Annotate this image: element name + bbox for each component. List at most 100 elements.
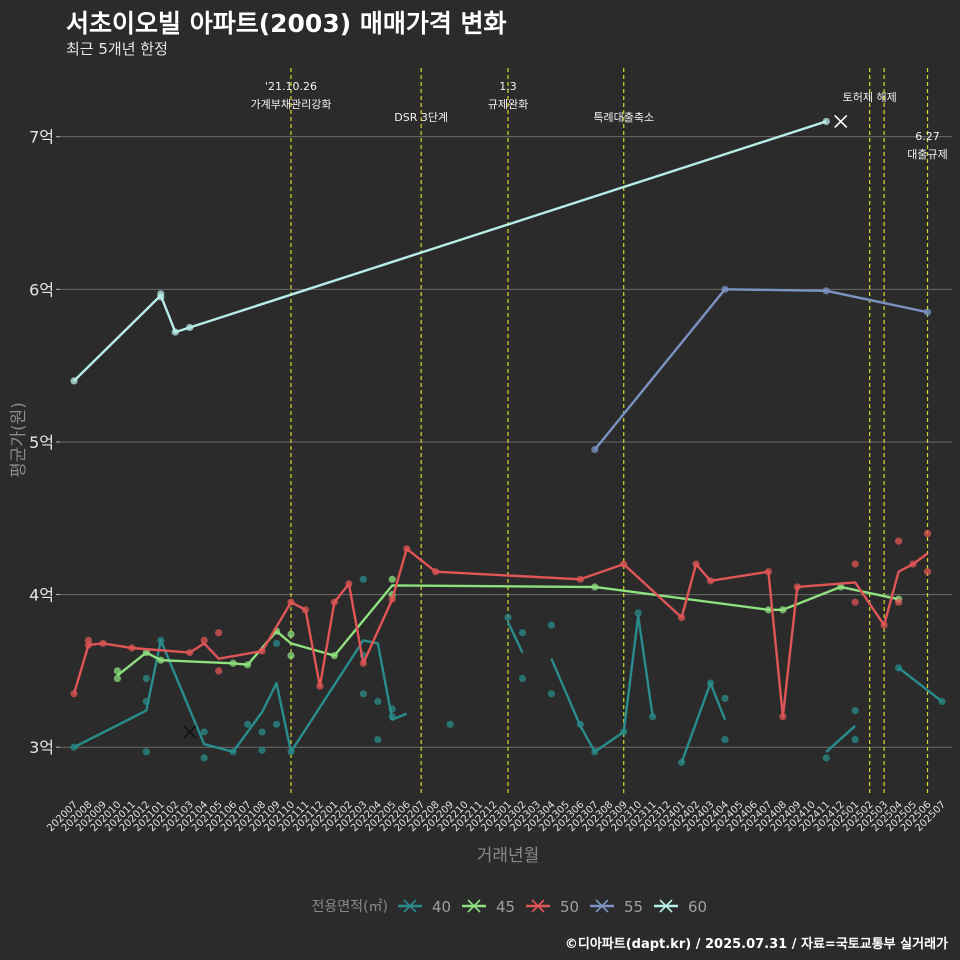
series-line-40 <box>73 639 408 753</box>
data-point-60 <box>822 117 830 126</box>
data-point-50 <box>301 606 310 614</box>
data-point-40 <box>272 720 281 728</box>
grid-layer <box>60 136 952 748</box>
series-layer <box>70 114 946 767</box>
data-point-45 <box>591 583 599 591</box>
data-point-40 <box>229 748 237 756</box>
data-point-50 <box>215 667 223 675</box>
legend-item-55: 55 <box>590 898 643 916</box>
y-axis-label: 평균가(원) <box>9 402 29 478</box>
chart-caption: ©디아파트(dapt.kr) / 2025.07.31 / 자료=국토교통부 실… <box>564 937 948 952</box>
legend-label: 55 <box>624 898 643 916</box>
data-point-40 <box>142 748 150 756</box>
data-point-40 <box>200 754 208 762</box>
axis-layer: 3억4억5억6억7억202007202008202009202010202011… <box>29 128 948 834</box>
legend-item-45: 45 <box>462 898 515 916</box>
data-point-40 <box>244 720 252 728</box>
data-point-45 <box>157 656 165 664</box>
data-point-40 <box>721 694 729 702</box>
legend-swatch-cross <box>403 899 417 913</box>
legend-item-60: 60 <box>654 898 707 916</box>
data-point-50 <box>923 568 932 576</box>
data-point-40 <box>706 679 715 687</box>
data-point-50 <box>128 644 136 652</box>
data-point-50 <box>200 636 208 644</box>
data-point-50 <box>576 575 584 583</box>
legend-layer: 전용면적(㎡) 40 45 50 55 60 <box>312 898 708 916</box>
data-point-50 <box>692 560 700 568</box>
series-line-40 <box>825 724 857 753</box>
series-line-50 <box>72 547 929 718</box>
data-point-50 <box>851 560 859 568</box>
data-point-60 <box>157 293 165 301</box>
y-tick-label: 5억 <box>29 433 54 452</box>
data-point-50 <box>880 621 888 629</box>
series-line-55 <box>593 288 928 451</box>
data-point-45 <box>837 583 845 591</box>
data-point-45 <box>229 659 237 667</box>
data-point-45 <box>287 630 295 638</box>
data-point-50 <box>851 598 859 606</box>
data-point-50 <box>909 560 917 568</box>
data-point-45 <box>330 652 338 660</box>
legend-swatch-cross <box>595 899 609 913</box>
data-point-40 <box>374 697 382 706</box>
event-label: 토허제 해제 <box>843 90 897 104</box>
data-point-50 <box>215 629 223 637</box>
data-point-50 <box>388 595 396 603</box>
event-label: 6.27 <box>915 130 940 143</box>
data-point-55 <box>591 445 599 454</box>
data-point-50 <box>359 659 367 667</box>
data-point-40 <box>547 690 556 698</box>
data-point-40 <box>822 754 830 762</box>
data-point-40 <box>721 735 729 744</box>
data-point-40 <box>678 758 686 767</box>
data-point-40 <box>938 697 946 706</box>
data-point-50 <box>186 648 194 657</box>
legend-label: 50 <box>560 898 579 916</box>
data-point-50 <box>330 598 338 606</box>
data-point-40 <box>446 720 454 728</box>
data-point-60 <box>171 328 179 336</box>
legend-title: 전용면적(㎡) <box>312 899 388 915</box>
data-point-40 <box>895 664 903 672</box>
data-point-40 <box>142 674 150 683</box>
data-point-45 <box>388 575 396 583</box>
data-point-50 <box>84 641 93 649</box>
y-tick-label: 6억 <box>29 280 54 299</box>
series-line-40 <box>680 681 727 763</box>
data-point-40 <box>620 728 628 736</box>
data-point-50 <box>620 560 628 568</box>
data-point-45 <box>764 606 773 614</box>
data-point-40 <box>649 713 657 721</box>
series-line-40 <box>897 666 943 703</box>
data-point-50 <box>706 577 715 585</box>
data-point-50 <box>432 568 440 576</box>
chart-title: 서초이오빌 아파트(2003) 매매가격 변화 <box>66 9 507 38</box>
data-point-50 <box>258 647 266 655</box>
data-point-40 <box>359 575 367 583</box>
y-tick-label: 3억 <box>29 738 54 757</box>
data-point-40 <box>200 728 208 736</box>
data-point-55 <box>923 308 932 316</box>
data-point-45 <box>142 648 150 657</box>
series-50 <box>70 529 932 721</box>
chart-subtitle: 최근 5개년 한정 <box>66 40 168 58</box>
series-60 <box>70 114 848 385</box>
series-line-60 <box>73 120 827 382</box>
legend-swatch-cross <box>659 899 673 913</box>
series-line-40 <box>506 621 524 654</box>
legend-item-40: 40 <box>398 898 451 916</box>
data-point-40 <box>518 674 527 683</box>
event-label: '21.10.26 <box>265 80 317 93</box>
cross-marker-60 <box>834 114 848 128</box>
data-point-40 <box>634 609 642 617</box>
legend-label: 45 <box>496 898 515 916</box>
data-point-50 <box>764 568 773 576</box>
y-tick-label: 7억 <box>29 128 54 147</box>
data-point-50 <box>793 583 801 591</box>
data-point-40 <box>576 720 584 728</box>
data-point-55 <box>721 285 729 293</box>
